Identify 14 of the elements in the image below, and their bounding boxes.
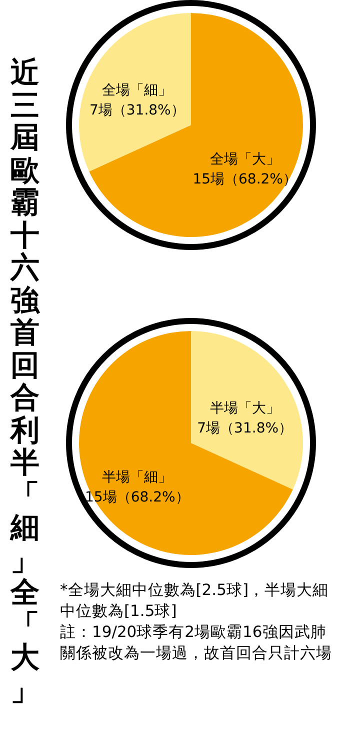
slice-label: 全場「大」 (210, 152, 280, 168)
slice-label: 半場「大」 (210, 400, 280, 416)
slice-label: 半場「細」 (102, 470, 172, 486)
text: 註：19/20球季有2場歐霸16強因武肺關係被改為一場過，故首回合只計六場 (60, 622, 333, 664)
pie-slice (89, 13, 303, 237)
data-label: 7場（31.8%） (197, 420, 293, 436)
pie-slice (191, 331, 303, 490)
slice-label: 全場「細」 (102, 82, 172, 98)
data-label: 7場（31.8%） (89, 102, 185, 118)
pie-slice (79, 331, 293, 555)
chart-title: 近三屆歐霸十六強首回合利半「細」全「大」 (10, 55, 40, 706)
data-label: 15場（68.2%） (192, 172, 297, 188)
pie-slice (79, 13, 191, 172)
text: *全場大細中位數為[2.5球]，半場大細中位數為[1.5球] (60, 580, 330, 622)
